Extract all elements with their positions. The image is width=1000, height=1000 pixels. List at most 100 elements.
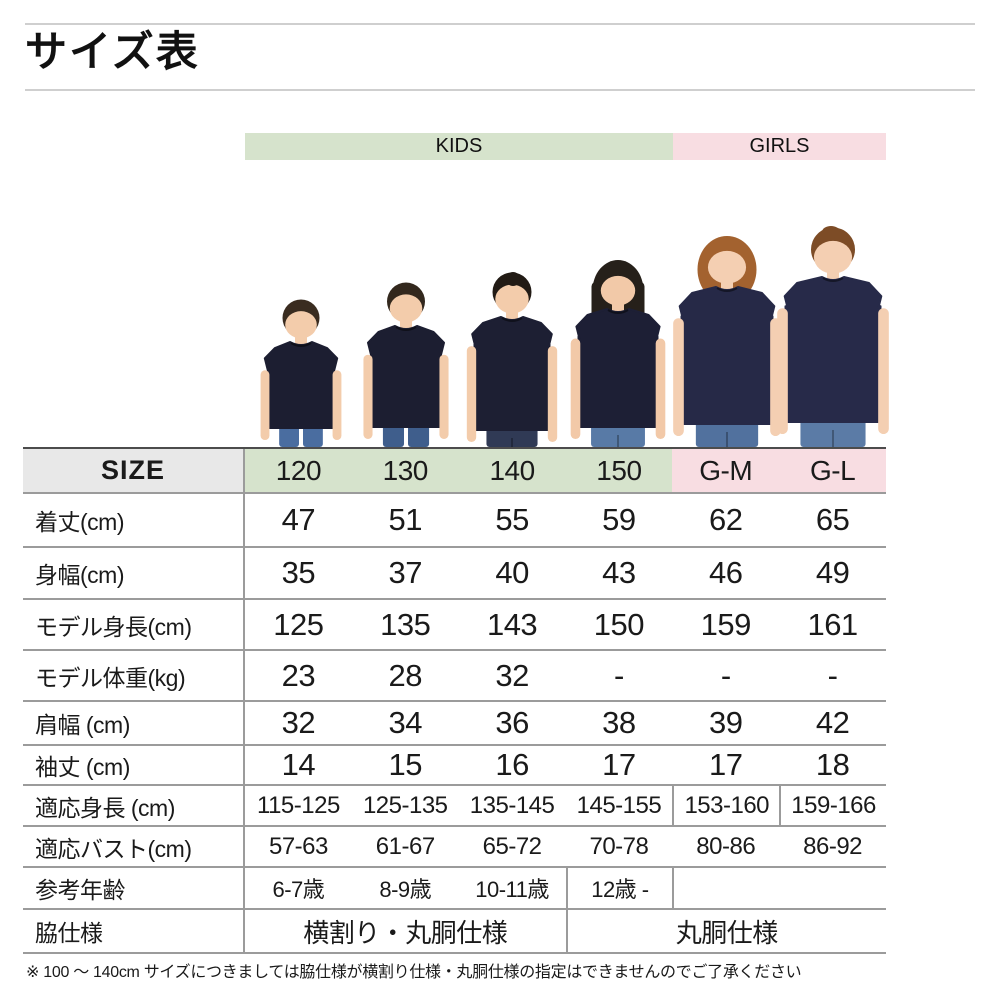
table-cell: 34 <box>388 705 423 740</box>
table-cell: 46 <box>709 555 743 590</box>
table-cell: 159 <box>700 606 752 642</box>
table-cell: - <box>827 657 838 693</box>
table-cell: - <box>720 657 731 693</box>
table-cell: 10-11歳 <box>475 877 549 902</box>
table-cell: 86-92 <box>803 832 863 860</box>
model-photo-G-M <box>673 236 781 447</box>
kids-group-label: KIDS <box>435 135 483 157</box>
table-cell: 135 <box>380 606 431 642</box>
table-cell: 61-67 <box>375 832 435 860</box>
row-label: 肩幅 (cm) <box>23 702 245 744</box>
table-cell: 115-125 <box>257 791 340 819</box>
table-row: 身幅(cm) 35 37 40 43 46 49 <box>23 548 886 600</box>
table-cell: 125-135 <box>362 791 448 819</box>
row-label: 適応身長 (cm) <box>23 786 245 825</box>
row-label: モデル体重(kg) <box>23 651 245 700</box>
table-cell: 153-160 <box>672 786 779 825</box>
table-cell: 6-7歳 <box>272 877 325 902</box>
table-cell: 32 <box>281 705 316 740</box>
table-cell: 70-78 <box>589 832 649 860</box>
table-cell: 161 <box>807 606 858 642</box>
model-photo-120 <box>260 299 342 447</box>
table-cell: 135-145 <box>469 791 555 819</box>
page-title: サイズ表 <box>25 28 200 75</box>
size-column-header-140: 140 <box>458 449 566 492</box>
table-cell: 143 <box>486 606 538 642</box>
table-row: モデル体重(kg) 23 28 32 - - - <box>23 651 886 702</box>
row-label: モデル身長(cm) <box>23 600 245 649</box>
table-cell: 28 <box>388 657 423 693</box>
row-label: 着丈(cm) <box>23 494 245 546</box>
table-cell: 40 <box>495 555 529 590</box>
model-photos-strip <box>260 226 889 447</box>
table-cell <box>779 868 886 908</box>
table-cell: 38 <box>602 705 636 740</box>
size-header-label: SIZE <box>23 449 245 492</box>
row-label: 身幅(cm) <box>23 548 245 598</box>
table-cell: 43 <box>602 555 636 590</box>
size-table: SIZE 120 130 140 150 G-M G-L 着丈(cm) 47 51 55 59 62 65… <box>23 447 886 954</box>
table-cell: 36 <box>495 705 529 740</box>
size-column-header-130: 130 <box>351 449 459 492</box>
table-cell <box>672 868 779 908</box>
footnote: ※ 100 ～ 140cm サイズにつきましては脇仕様が横割り仕様・丸胴仕様の指… <box>26 964 802 981</box>
table-cell: 8-9歳 <box>379 877 432 902</box>
table-cell: 14 <box>281 747 316 782</box>
model-photo-G-L <box>777 226 889 447</box>
table-cell: 35 <box>281 555 316 590</box>
model-photo-130 <box>363 282 449 447</box>
kids-group-header: KIDS <box>245 133 673 160</box>
table-cell: 80-86 <box>696 832 756 860</box>
table-cell: 59 <box>602 502 636 537</box>
size-column-header-120: 120 <box>245 449 352 492</box>
table-cell: 17 <box>709 747 743 782</box>
size-column-header-150: 150 <box>565 449 673 492</box>
table-row: 肩幅 (cm) 32 34 36 38 39 42 <box>23 702 886 746</box>
size-column-header-G-M: G-M <box>672 449 780 492</box>
table-cell: 16 <box>495 747 529 782</box>
table-cell: 42 <box>815 705 850 740</box>
table-row: 参考年齢 6-7歳 8-9歳 10-11歳 12歳 - <box>23 868 886 910</box>
size-header-row: SIZE 120 130 140 150 G-M G-L <box>23 449 886 494</box>
table-row: 脇仕様 横割り・丸胴仕様 丸胴仕様 <box>23 910 886 954</box>
table-row: 袖丈 (cm) 14 15 16 17 17 18 <box>23 746 886 786</box>
table-cell: 159-166 <box>779 786 886 825</box>
table-cell-span: 丸胴仕様 <box>565 910 887 952</box>
table-row: 着丈(cm) 47 51 55 59 62 65 <box>23 494 886 548</box>
table-cell: 57-63 <box>268 832 328 860</box>
girls-group-header: GIRLS <box>673 133 886 160</box>
model-photo-140 <box>466 272 558 447</box>
size-column-header-G-L: G-L <box>779 449 886 492</box>
table-cell: 51 <box>388 502 423 537</box>
title-rule-top <box>25 23 975 25</box>
row-label: 参考年齢 <box>23 868 245 908</box>
row-label: 袖丈 (cm) <box>23 746 245 784</box>
table-cell: 32 <box>495 657 529 693</box>
table-row: モデル身長(cm) 125 135 143 150 159 161 <box>23 600 886 651</box>
row-label: 脇仕様 <box>23 910 245 952</box>
table-row: 適応バスト(cm) 57-63 61-67 65-72 70-78 80-86 86-92 <box>23 827 886 868</box>
table-cell: 49 <box>815 555 850 590</box>
table-cell: 47 <box>281 502 316 537</box>
table-cell-span: 横割り・丸胴仕様 <box>303 917 508 948</box>
table-cell: 125 <box>273 606 324 642</box>
table-cell: 12歳 - <box>565 868 673 908</box>
table-cell: 65-72 <box>482 832 542 860</box>
table-cell: 62 <box>709 502 743 537</box>
row-label: 適応バスト(cm) <box>23 827 245 866</box>
table-cell: 145-155 <box>576 791 662 819</box>
table-cell: 18 <box>815 747 850 782</box>
table-cell: 37 <box>388 555 423 590</box>
title-rule-bottom <box>25 89 975 91</box>
table-cell: 17 <box>602 747 636 782</box>
table-cell: 23 <box>281 657 316 693</box>
table-cell: 39 <box>709 705 743 740</box>
table-cell: 150 <box>593 606 645 642</box>
girls-group-label: GIRLS <box>749 135 810 157</box>
table-cell: 65 <box>815 502 850 537</box>
table-row: 適応身長 (cm) 115-125 125-135 135-145 145-155 153… <box>23 786 886 827</box>
table-cell: 15 <box>388 747 423 782</box>
table-cell: 55 <box>495 502 529 537</box>
model-photo-150 <box>570 260 666 447</box>
